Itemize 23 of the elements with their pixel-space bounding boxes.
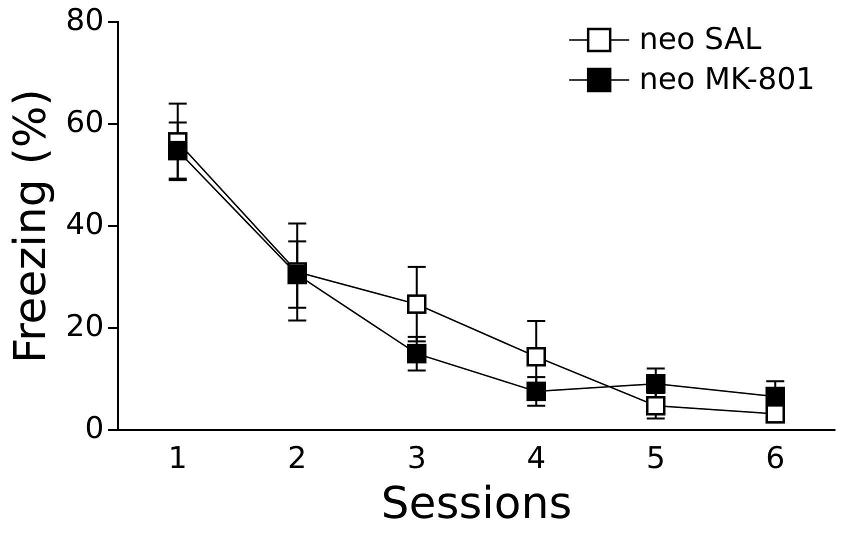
- y-tick-label: 80: [66, 2, 104, 38]
- x-tick-label: 6: [766, 440, 785, 476]
- point: [407, 344, 426, 364]
- point: [407, 294, 426, 314]
- y-tick-label: 0: [84, 410, 104, 446]
- legend-label: neo SAL: [639, 22, 762, 57]
- x-axis-title: Sessions: [381, 478, 572, 530]
- y-axis-title: Freezing (%): [4, 88, 56, 364]
- point: [646, 396, 666, 416]
- y-tick-label: 60: [66, 104, 104, 140]
- x-tick-label: 3: [407, 440, 426, 476]
- x-tick-label: 4: [526, 440, 546, 476]
- point: [766, 386, 785, 406]
- legend-label: neo MK-801: [639, 62, 816, 97]
- point: [646, 374, 666, 394]
- y-tick-label: 20: [66, 308, 104, 344]
- y-tick-label: 40: [66, 206, 104, 242]
- x-tick-label: 5: [646, 440, 666, 476]
- x-tick-label: 2: [288, 440, 307, 476]
- x-tick-label: 1: [168, 440, 188, 476]
- point: [526, 346, 546, 366]
- point: [526, 382, 546, 402]
- point: [168, 140, 188, 160]
